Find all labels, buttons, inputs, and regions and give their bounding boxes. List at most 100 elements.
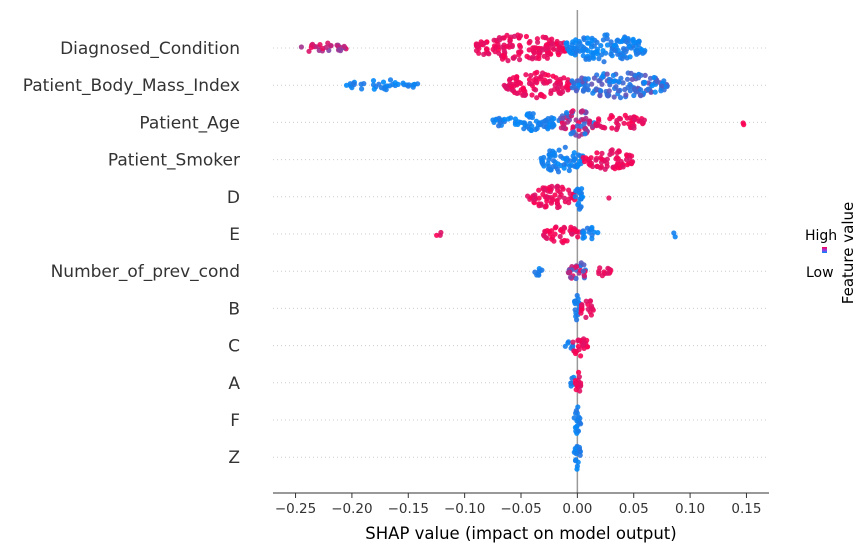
- shap-point: [609, 147, 615, 153]
- shap-point: [598, 43, 604, 49]
- shap-point: [629, 76, 635, 82]
- shap-point: [581, 87, 587, 93]
- shap-point: [556, 147, 562, 153]
- shap-point: [597, 123, 603, 129]
- shap-point: [561, 165, 567, 171]
- shap-point: [530, 111, 536, 117]
- shap-point: [579, 302, 585, 308]
- shap-point: [501, 116, 507, 122]
- shap-point: [491, 43, 498, 49]
- shap-point: [608, 51, 614, 57]
- feature-row-points: [562, 336, 591, 359]
- shap-point: [575, 234, 581, 240]
- shap-point: [599, 156, 605, 162]
- shap-point: [558, 40, 564, 47]
- shap-point: [587, 118, 593, 124]
- shap-point: [572, 380, 579, 386]
- shap-point: [589, 224, 595, 231]
- shap-point: [584, 225, 591, 231]
- shap-point: [642, 79, 648, 85]
- shap-point: [538, 93, 545, 99]
- shap-point: [659, 83, 665, 89]
- shap-point: [573, 451, 579, 457]
- shap-point: [563, 157, 569, 163]
- shap-point: [569, 42, 575, 48]
- shap-point: [602, 166, 608, 172]
- shap-point: [581, 230, 587, 236]
- shap-point: [551, 86, 558, 92]
- shap-point: [501, 47, 507, 54]
- shap-point: [552, 82, 558, 88]
- shap-point: [591, 75, 598, 81]
- x-tick-label: 0.10: [675, 501, 705, 517]
- shap-point: [567, 274, 574, 280]
- shap-point: [624, 76, 631, 82]
- shap-point: [475, 43, 481, 49]
- shap-point: [569, 130, 576, 136]
- shap-point: [309, 41, 316, 47]
- shap-point: [558, 153, 564, 159]
- shap-point: [616, 115, 623, 121]
- shap-point: [540, 47, 546, 53]
- shap-point: [515, 121, 521, 127]
- shap-point: [549, 183, 555, 189]
- shap-point: [476, 50, 482, 56]
- shap-point: [434, 232, 440, 238]
- shap-point: [576, 78, 582, 84]
- shap-point: [626, 43, 633, 49]
- shap-point: [552, 153, 558, 159]
- shap-point: [575, 46, 581, 52]
- shap-point: [599, 150, 605, 156]
- shap-point: [604, 42, 611, 48]
- shap-point: [546, 37, 552, 43]
- shap-point: [317, 42, 323, 48]
- shap-point: [628, 70, 634, 76]
- shap-point: [604, 156, 610, 162]
- shap-point: [545, 51, 551, 58]
- shap-point: [569, 50, 575, 57]
- shap-point: [581, 339, 587, 345]
- shap-point: [583, 115, 589, 121]
- feature-label: F: [230, 411, 240, 431]
- shap-point: [649, 83, 655, 89]
- x-tick-label: 0.00: [562, 501, 592, 517]
- shap-point: [526, 80, 533, 87]
- shap-point: [358, 81, 364, 87]
- x-tick-label: −0.25: [275, 501, 316, 517]
- shap-point: [531, 196, 537, 202]
- shap-point: [578, 310, 584, 316]
- shap-point: [564, 110, 570, 116]
- shap-point: [627, 54, 633, 60]
- shap-point: [552, 225, 558, 231]
- shap-point: [558, 227, 564, 233]
- x-tick-label: −0.10: [444, 501, 485, 517]
- shap-point: [579, 47, 586, 53]
- shap-point: [575, 459, 581, 465]
- shap-point: [577, 452, 583, 458]
- shap-point: [635, 49, 641, 55]
- shap-point: [511, 33, 517, 40]
- feature-label: Patient_Smoker: [108, 151, 240, 171]
- shap-point: [512, 116, 519, 122]
- shap-point: [506, 44, 512, 50]
- shap-point: [569, 109, 575, 115]
- shap-point: [606, 195, 612, 201]
- shap-point: [577, 196, 583, 202]
- shap-point: [578, 353, 584, 359]
- shap-point: [575, 337, 581, 344]
- shap-point: [557, 189, 563, 195]
- feature-row-points: [571, 443, 584, 472]
- shap-point: [571, 150, 577, 156]
- shap-point: [392, 80, 398, 86]
- shap-point: [589, 306, 596, 312]
- colorbar-title: Feature value: [839, 202, 857, 304]
- shap-point: [583, 314, 589, 320]
- shap-point: [614, 161, 621, 168]
- shap-point: [606, 88, 612, 94]
- shap-point: [620, 164, 626, 170]
- shap-point: [500, 35, 506, 41]
- shap-point: [527, 38, 533, 45]
- shap-point: [341, 43, 347, 50]
- shap-point: [574, 466, 580, 472]
